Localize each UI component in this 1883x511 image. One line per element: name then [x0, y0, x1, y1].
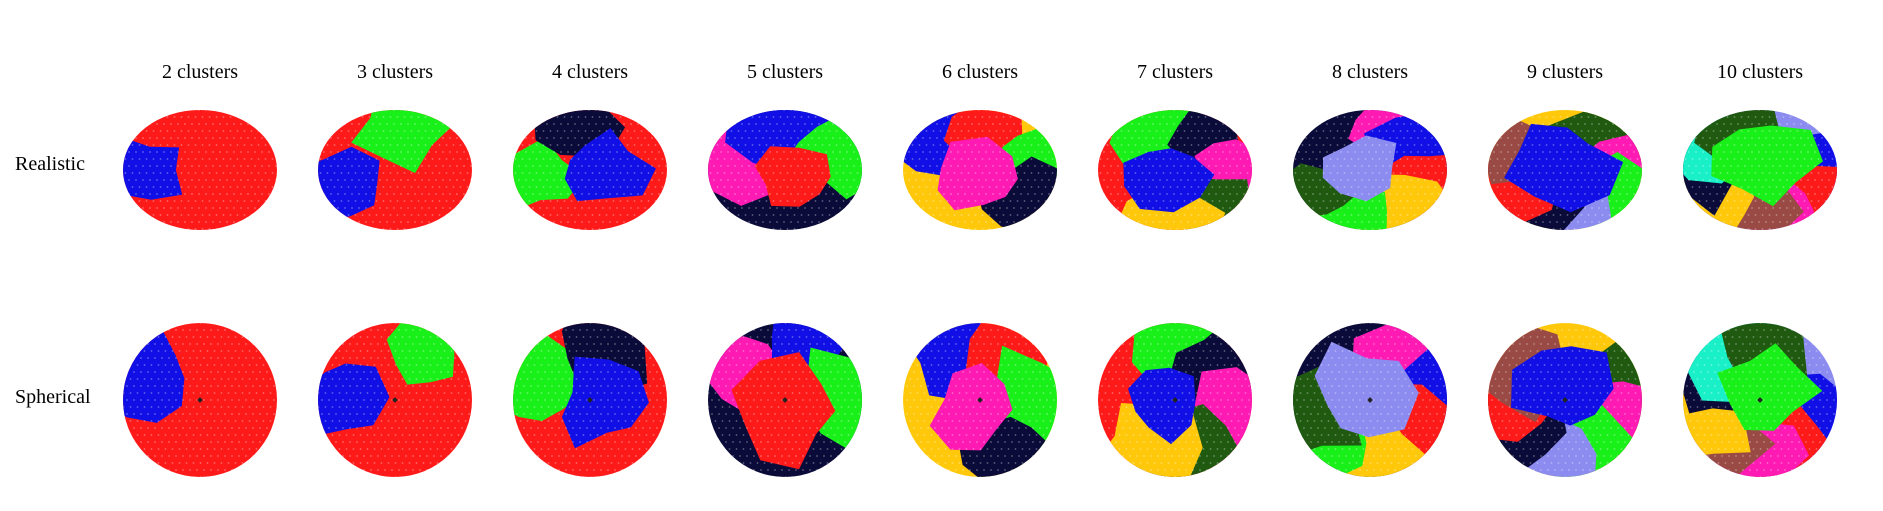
- cluster-ball: [1098, 323, 1252, 477]
- center-marker: [977, 397, 983, 403]
- cluster-region: [1711, 125, 1823, 207]
- cluster-region: [561, 356, 649, 449]
- center-marker: [1172, 397, 1178, 403]
- cluster-ball: [1293, 323, 1447, 477]
- cluster-region: [318, 146, 380, 221]
- row-label-spherical: Spherical: [15, 386, 91, 408]
- cluster-region: [1504, 123, 1624, 213]
- cluster-ball: [1488, 110, 1642, 230]
- column-label: 5 clusters: [746, 61, 824, 83]
- cluster-region: [937, 136, 1018, 211]
- column-label: 8 clusters: [1331, 61, 1409, 83]
- center-marker: [392, 397, 398, 403]
- cluster-ball: [903, 110, 1057, 230]
- cluster-region: [754, 146, 831, 207]
- cluster-region: [929, 363, 1013, 451]
- cluster-region: [318, 363, 390, 436]
- cluster-region: [731, 352, 836, 470]
- cluster-ball: [708, 110, 862, 230]
- cluster-region: [1717, 343, 1823, 431]
- column-label: 9 clusters: [1526, 61, 1604, 83]
- cluster-region: [564, 128, 656, 202]
- cluster-region: [1123, 148, 1215, 213]
- cluster-ball: [123, 323, 277, 477]
- cluster-ball: [708, 323, 862, 477]
- row-label-realistic: Realistic: [15, 153, 85, 175]
- center-marker: [1562, 397, 1568, 403]
- cluster-region: [1322, 135, 1397, 202]
- center-marker: [1757, 397, 1763, 403]
- cluster-ball: [1488, 323, 1642, 477]
- cluster-ball: [1683, 323, 1837, 477]
- cluster-ball: [903, 323, 1057, 477]
- cluster-ball: [123, 110, 277, 230]
- cluster-ball: [318, 110, 472, 230]
- column-label: 4 clusters: [551, 61, 629, 83]
- cluster-region: [1314, 341, 1419, 438]
- column-label: 6 clusters: [941, 61, 1019, 83]
- cluster-region: [1511, 346, 1614, 426]
- cluster-region: [123, 136, 183, 200]
- column-label: 2 clusters: [161, 61, 239, 83]
- cluster-ball: [1293, 110, 1447, 230]
- column-label: 3 clusters: [356, 61, 434, 83]
- cluster-region: [123, 323, 185, 423]
- cluster-ball: [513, 110, 667, 230]
- column-label: 10 clusters: [1716, 61, 1804, 83]
- center-marker: [197, 397, 203, 403]
- cluster-ball: [1098, 110, 1252, 230]
- cluster-ball: [1683, 110, 1837, 230]
- center-marker: [782, 397, 788, 403]
- cluster-region: [1128, 367, 1196, 445]
- center-marker: [587, 397, 593, 403]
- column-label: 7 clusters: [1136, 61, 1214, 83]
- center-marker: [1367, 397, 1373, 403]
- cluster-ball: [318, 323, 472, 477]
- cluster-ball: [513, 323, 667, 477]
